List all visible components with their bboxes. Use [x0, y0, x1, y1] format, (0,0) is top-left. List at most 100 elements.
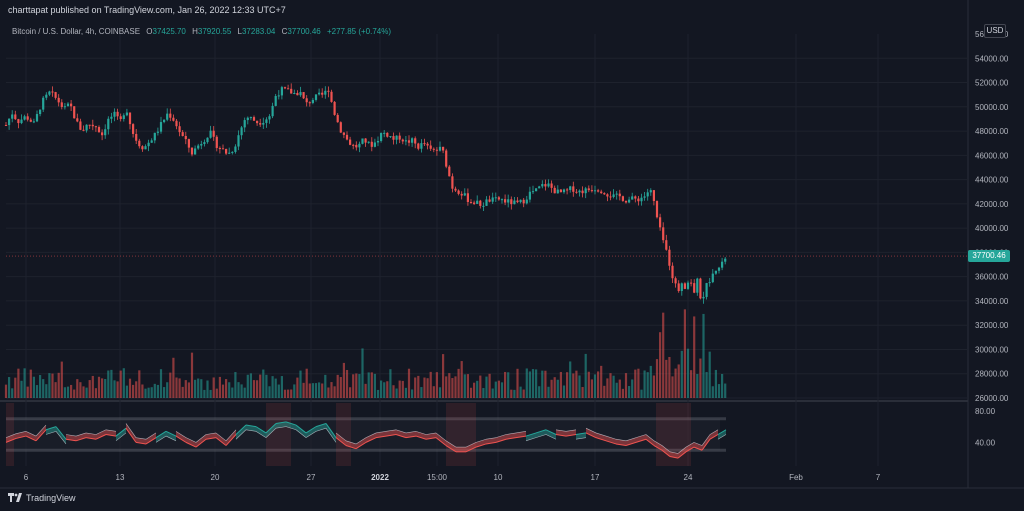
- low-label: L: [237, 27, 242, 36]
- volume-bar: [445, 376, 448, 398]
- osc-line: [215, 437, 227, 446]
- osc-fill: [196, 434, 206, 448]
- volume-bar: [311, 383, 314, 398]
- candle: [693, 283, 696, 293]
- osc-line: [475, 443, 487, 448]
- osc-signal-line: [65, 434, 77, 437]
- osc-highlight: [336, 403, 351, 466]
- volume-bar: [618, 379, 621, 398]
- candle: [423, 143, 426, 145]
- osc-fill: [496, 434, 506, 443]
- osc-line: [95, 434, 107, 440]
- osc-signal-line: [677, 446, 687, 454]
- osc-signal-line: [555, 429, 567, 432]
- osc-fill: [116, 428, 126, 441]
- candle: [116, 111, 119, 117]
- candle: [91, 124, 94, 127]
- volume-bar: [101, 378, 104, 398]
- candle: [26, 116, 29, 120]
- candle: [358, 143, 361, 148]
- volume-bar: [4, 384, 8, 398]
- candle: [94, 126, 97, 128]
- osc-signal-line: [155, 435, 167, 443]
- candle: [82, 129, 85, 131]
- candle: [138, 140, 141, 147]
- osc-fill: [6, 433, 16, 443]
- candle: [60, 102, 63, 107]
- osc-signal-line: [95, 429, 107, 435]
- candle: [308, 102, 311, 104]
- osc-line: [405, 435, 417, 439]
- volume-bar: [249, 373, 252, 398]
- osc-fill: [166, 431, 176, 441]
- candle: [314, 94, 318, 100]
- candle: [386, 132, 389, 137]
- volume-bar: [305, 368, 308, 398]
- candle: [516, 200, 519, 203]
- candle: [655, 201, 659, 218]
- volume-bar: [556, 379, 559, 398]
- open-label: O: [146, 27, 153, 36]
- candle: [451, 176, 454, 189]
- candle: [73, 106, 76, 119]
- volume-bar: [646, 372, 649, 398]
- volume-bar: [277, 384, 280, 398]
- osc-signal-line: [185, 437, 197, 443]
- change-value: +277.85 (+0.74%): [326, 27, 392, 36]
- osc-fill: [36, 425, 46, 441]
- tradingview-logo-icon: [8, 493, 22, 502]
- volume-bar: [584, 353, 587, 398]
- footer-brand-label: TradingView: [26, 493, 76, 503]
- volume-bar: [8, 377, 11, 398]
- currency-button[interactable]: USD: [984, 24, 1006, 38]
- volume-bar: [717, 384, 721, 398]
- volume-bar: [590, 379, 593, 398]
- footer-brand[interactable]: TradingView: [8, 493, 76, 503]
- volume-bar: [432, 386, 435, 398]
- osc-signal-line: [465, 442, 477, 448]
- osc-line: [555, 434, 567, 437]
- candle: [683, 283, 686, 289]
- osc-signal-line: [405, 431, 417, 434]
- volume-bar: [290, 389, 293, 398]
- volume-bar: [218, 376, 221, 398]
- volume-bar: [225, 379, 228, 398]
- volume-bar: [110, 369, 113, 398]
- volume-bar: [51, 373, 54, 398]
- osc-signal-line: [125, 423, 137, 438]
- candle: [327, 90, 330, 92]
- candle: [690, 282, 693, 284]
- candle: [107, 118, 110, 130]
- volume-bar: [488, 373, 491, 398]
- candle: [66, 103, 70, 107]
- candle: [246, 117, 249, 121]
- volume-bar: [283, 389, 287, 398]
- volume-bar: [420, 387, 423, 398]
- osc-fill: [526, 432, 536, 441]
- volume-bar: [79, 382, 82, 398]
- osc-line: [235, 424, 247, 435]
- candle: [578, 190, 581, 193]
- candle: [20, 119, 23, 124]
- candle: [330, 91, 333, 102]
- osc-line: [295, 424, 307, 434]
- volume-bar: [82, 386, 85, 398]
- volume-bar: [373, 373, 376, 398]
- volume-bar: [26, 386, 29, 398]
- osc-line: [653, 445, 663, 451]
- volume-bar: [652, 375, 655, 398]
- candle: [488, 199, 491, 202]
- osc-line: [415, 435, 427, 440]
- candle: [70, 103, 73, 107]
- osc-signal-line: [355, 437, 367, 445]
- osc-line: [25, 435, 37, 442]
- volume-bar: [531, 369, 535, 398]
- volume-bar: [541, 370, 544, 398]
- candle: [35, 114, 39, 122]
- osc-line: [325, 423, 337, 438]
- candle: [411, 138, 414, 143]
- candle: [8, 118, 11, 126]
- candle: [680, 283, 683, 291]
- candle: [711, 273, 714, 283]
